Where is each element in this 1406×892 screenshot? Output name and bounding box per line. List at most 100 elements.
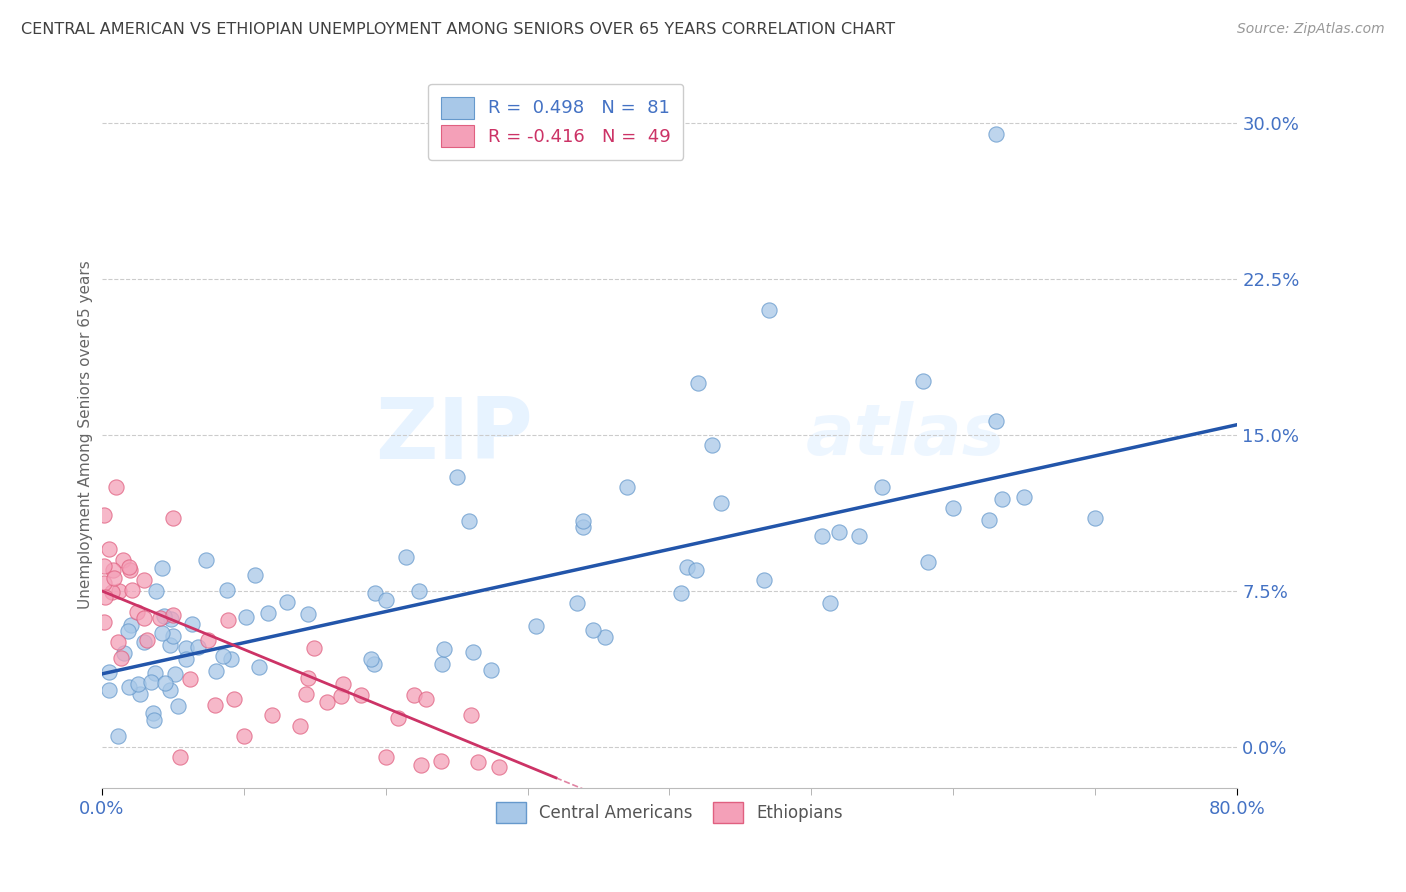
Point	[120, 618, 142, 632]
Point	[162, 629, 184, 643]
Point	[329, 689, 352, 703]
Point	[101, 563, 124, 577]
Point	[297, 671, 319, 685]
Point	[984, 414, 1007, 428]
Point	[872, 480, 894, 494]
Point	[811, 529, 834, 543]
Point	[402, 688, 425, 702]
Point	[187, 640, 209, 654]
Point	[167, 699, 190, 714]
Point	[150, 626, 173, 640]
Point	[159, 638, 181, 652]
Point	[145, 584, 167, 599]
Point	[153, 676, 176, 690]
Point	[111, 552, 134, 566]
Point	[912, 375, 935, 389]
Text: ZIP: ZIP	[375, 393, 533, 476]
Point	[387, 711, 409, 725]
Point	[127, 677, 149, 691]
Point	[112, 646, 135, 660]
Point	[139, 675, 162, 690]
Point	[676, 559, 699, 574]
Point	[332, 677, 354, 691]
Point	[979, 513, 1001, 527]
Point	[1084, 511, 1107, 525]
Point	[467, 755, 489, 769]
Point	[304, 641, 326, 656]
Point	[143, 666, 166, 681]
Point	[671, 586, 693, 600]
Point	[411, 758, 433, 772]
Point	[394, 549, 416, 564]
Point	[752, 573, 775, 587]
Point	[118, 560, 141, 574]
Point	[433, 641, 456, 656]
Point	[152, 561, 174, 575]
Point	[93, 576, 115, 591]
Point	[121, 582, 143, 597]
Point	[97, 542, 120, 557]
Point	[524, 619, 547, 633]
Point	[219, 652, 242, 666]
Point	[169, 750, 191, 764]
Point	[107, 583, 129, 598]
Point	[458, 514, 481, 528]
Point	[984, 127, 1007, 141]
Point	[132, 611, 155, 625]
Point	[1014, 491, 1036, 505]
Point	[408, 584, 430, 599]
Point	[758, 303, 780, 318]
Point	[460, 708, 482, 723]
Point	[290, 719, 312, 733]
Point	[180, 617, 202, 632]
Point	[917, 555, 939, 569]
Point	[257, 606, 280, 620]
Point	[446, 469, 468, 483]
Point	[567, 596, 589, 610]
Point	[374, 750, 396, 764]
Point	[204, 698, 226, 712]
Point	[593, 630, 616, 644]
Point	[686, 376, 709, 390]
Point	[430, 754, 453, 768]
Point	[179, 673, 201, 687]
Point	[217, 583, 239, 598]
Point	[97, 682, 120, 697]
Point	[127, 605, 149, 619]
Point	[224, 692, 246, 706]
Point	[101, 585, 124, 599]
Point	[143, 713, 166, 727]
Point	[235, 610, 257, 624]
Point	[360, 652, 382, 666]
Point	[685, 563, 707, 577]
Point	[134, 574, 156, 588]
Point	[217, 613, 239, 627]
Point	[232, 729, 254, 743]
Point	[375, 593, 398, 607]
Point	[160, 612, 183, 626]
Point	[153, 608, 176, 623]
Point	[162, 607, 184, 622]
Point	[820, 596, 842, 610]
Point	[260, 708, 283, 723]
Point	[297, 607, 319, 622]
Point	[276, 595, 298, 609]
Point	[117, 624, 139, 638]
Point	[461, 645, 484, 659]
Y-axis label: Unemployment Among Seniors over 65 years: Unemployment Among Seniors over 65 years	[79, 260, 93, 609]
Point	[315, 695, 337, 709]
Point	[142, 706, 165, 720]
Point	[174, 641, 197, 656]
Point	[194, 552, 217, 566]
Point	[118, 681, 141, 695]
Point	[93, 615, 115, 630]
Point	[430, 657, 453, 671]
Point	[197, 633, 219, 648]
Point	[212, 648, 235, 663]
Point	[93, 558, 115, 573]
Legend: Central Americans, Ethiopians: Central Americans, Ethiopians	[489, 796, 849, 830]
Point	[107, 635, 129, 649]
Text: CENTRAL AMERICAN VS ETHIOPIAN UNEMPLOYMENT AMONG SENIORS OVER 65 YEARS CORRELATI: CENTRAL AMERICAN VS ETHIOPIAN UNEMPLOYME…	[21, 22, 896, 37]
Point	[98, 665, 121, 679]
Point	[174, 652, 197, 666]
